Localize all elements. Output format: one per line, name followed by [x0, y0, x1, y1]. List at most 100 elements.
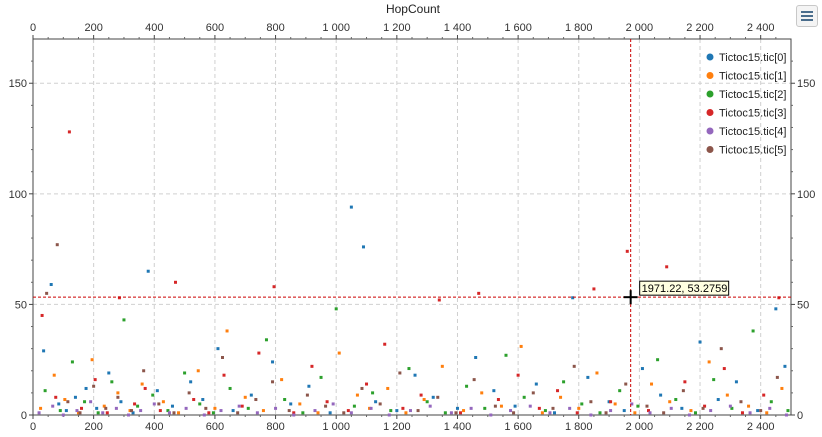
- legend-toggle-button[interactable]: [796, 5, 818, 27]
- data-point: [618, 389, 622, 393]
- series-Tictoc15.tic[1]: [39, 329, 784, 415]
- data-point: [211, 411, 215, 415]
- data-point: [310, 364, 314, 368]
- data-point: [307, 384, 311, 388]
- data-point: [436, 395, 440, 399]
- data-point: [748, 411, 752, 415]
- data-point: [739, 400, 743, 404]
- series-Tictoc15.tic[3]: [40, 130, 781, 415]
- data-point: [143, 386, 147, 390]
- data-point: [768, 406, 772, 410]
- legend-item[interactable]: Tictoc15.tic[1]: [706, 71, 787, 83]
- data-point: [130, 409, 134, 413]
- data-point: [559, 395, 563, 399]
- plot-area[interactable]: [32, 38, 792, 416]
- x-tick-label-bottom: 2 000: [626, 421, 654, 433]
- data-point: [58, 409, 62, 413]
- data-point: [271, 380, 275, 384]
- x-tick-label-top: 1 400: [444, 22, 472, 34]
- data-point: [395, 409, 399, 413]
- data-point: [349, 205, 353, 209]
- data-point: [67, 130, 71, 134]
- data-point: [131, 411, 135, 415]
- data-point: [625, 249, 629, 253]
- x-tick-label-top: 2 400: [747, 22, 775, 34]
- data-point: [127, 413, 131, 417]
- data-point: [61, 413, 65, 417]
- legend-item[interactable]: Tictoc15.tic[0]: [706, 52, 787, 64]
- data-point: [408, 409, 412, 413]
- data-point: [64, 409, 68, 413]
- data-point: [419, 393, 423, 397]
- data-point: [645, 404, 649, 408]
- data-point: [122, 318, 126, 322]
- data-point: [105, 411, 109, 415]
- series-Tictoc15.tic[5]: [45, 243, 779, 415]
- data-point: [598, 411, 602, 415]
- data-point: [404, 411, 408, 415]
- data-point: [401, 406, 405, 410]
- data-point: [609, 409, 613, 413]
- legend-item[interactable]: Tictoc15.tic[4]: [706, 126, 787, 138]
- cursor-readout-box: [639, 280, 730, 296]
- data-point: [83, 400, 87, 404]
- data-point: [107, 371, 111, 375]
- x-tick-label-top: 0: [30, 22, 36, 34]
- data-point: [133, 402, 137, 406]
- data-point: [512, 411, 516, 415]
- data-point: [349, 411, 353, 415]
- data-point: [110, 380, 114, 384]
- data-point: [416, 409, 420, 413]
- data-point: [656, 358, 660, 362]
- data-point: [246, 406, 250, 410]
- data-point: [543, 409, 547, 413]
- data-point: [155, 389, 159, 393]
- data-point: [534, 382, 538, 386]
- data-point: [240, 404, 244, 408]
- data-point: [249, 393, 253, 397]
- data-point: [489, 413, 493, 417]
- data-point: [756, 409, 760, 413]
- data-point: [374, 400, 378, 404]
- data-point: [128, 409, 132, 413]
- data-point: [589, 400, 593, 404]
- data-point: [80, 406, 84, 410]
- data-point: [509, 409, 513, 413]
- data-point: [609, 400, 613, 404]
- data-point: [255, 411, 259, 415]
- data-point: [454, 411, 458, 415]
- data-point: [254, 398, 258, 402]
- data-point: [216, 347, 220, 351]
- y-tick-label-right: 100: [797, 189, 815, 201]
- data-point: [499, 404, 503, 408]
- series-Tictoc15.tic[4]: [37, 400, 788, 417]
- data-point: [786, 409, 790, 413]
- legend-item[interactable]: Tictoc15.tic[3]: [706, 108, 787, 120]
- legend-item[interactable]: Tictoc15.tic[5]: [706, 145, 787, 157]
- legend[interactable]: Tictoc15.tic[0] Tictoc15.tic[1] Tictoc15.t…: [706, 52, 787, 157]
- data-point: [540, 411, 544, 415]
- data-point: [93, 378, 97, 382]
- data-point: [665, 265, 669, 269]
- data-point: [298, 402, 302, 406]
- data-point: [280, 378, 284, 382]
- data-point: [305, 393, 309, 397]
- data-point: [152, 402, 156, 406]
- data-point: [55, 243, 59, 247]
- data-point: [177, 411, 181, 415]
- y-tick-label-left: 150: [9, 78, 27, 90]
- legend-label: Tictoc15.tic[2]: [719, 89, 786, 101]
- data-point: [725, 393, 729, 397]
- data-point: [407, 367, 411, 371]
- data-point: [659, 393, 663, 397]
- x-tick-label-bottom: 2 400: [747, 421, 775, 433]
- data-point: [492, 389, 496, 393]
- data-point: [371, 391, 375, 395]
- data-point: [352, 404, 356, 408]
- legend-item[interactable]: Tictoc15.tic[2]: [706, 89, 787, 101]
- data-point: [747, 404, 751, 408]
- data-point: [172, 411, 176, 415]
- data-point: [683, 380, 687, 384]
- data-point: [548, 411, 552, 415]
